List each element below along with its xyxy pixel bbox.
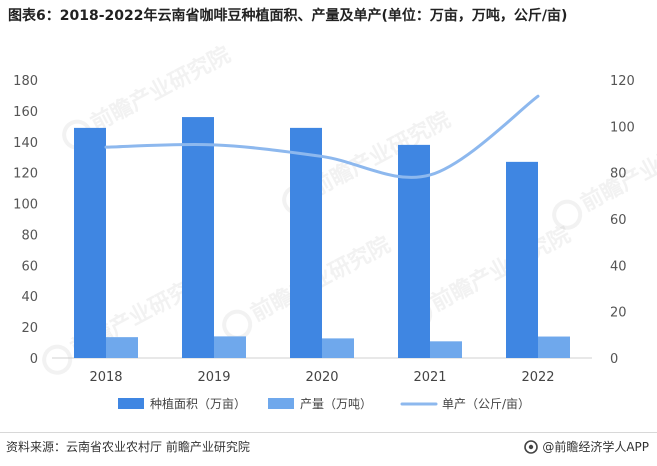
y-right-tick-label: 80 (610, 167, 627, 182)
legend-output-label: 产量（万吨） (300, 397, 372, 411)
y-left-tick-label: 160 (13, 105, 38, 120)
bar-area (290, 127, 322, 358)
footer-divider (0, 432, 657, 433)
watermark-text: 前瞻产业研究院 (307, 107, 455, 202)
legend-yield-label: 单产（公斤/亩） (442, 396, 530, 411)
watermark-logo-icon (222, 309, 253, 340)
y-left-tick-label: 140 (13, 136, 38, 151)
bar-area (182, 117, 214, 358)
bar-area (506, 161, 538, 358)
line-yield (104, 94, 540, 179)
brand-logo-icon (524, 439, 539, 454)
y-left-tick-label: 20 (21, 321, 38, 336)
y-left-tick-label: 40 (21, 290, 38, 305)
x-tick-label: 2018 (89, 370, 122, 385)
legend-output-swatch (268, 398, 294, 409)
bar-output (538, 336, 570, 358)
y-right-tick-label: 60 (610, 213, 627, 228)
y-right-tick-label: 40 (610, 259, 627, 274)
y-left-tick-label: 60 (21, 259, 38, 274)
watermark-text: 前瞻产业研究院 (427, 222, 575, 317)
watermark: 前瞻产业研究院 (552, 122, 657, 230)
y-right-tick-label: 20 (610, 306, 627, 321)
bar-output (322, 338, 354, 358)
y-left-tick-label: 180 (13, 74, 38, 89)
y-right-tick-label: 100 (610, 120, 635, 135)
x-tick-label: 2021 (413, 370, 446, 385)
legend-area-swatch (118, 398, 144, 409)
y-left-tick-label: 0 (30, 352, 38, 367)
y-left-tick-label: 100 (13, 198, 38, 213)
brand-label: @前瞻经济学人APP (524, 438, 649, 455)
y-left-tick-label: 120 (13, 167, 38, 182)
bar-area (74, 127, 106, 358)
source-note: 资料来源：云南省农业农村厅 前瞻产业研究院 (6, 440, 250, 454)
x-tick-label: 2022 (521, 370, 554, 385)
x-tick-label: 2019 (197, 370, 230, 385)
bar-output (430, 341, 462, 358)
y-right-tick-label: 120 (610, 74, 635, 89)
chart-canvas: 前瞻产业研究院前瞻产业研究院前瞻产业研究院前瞻产业研究院前瞻产业研究院前瞻产业研… (13, 42, 657, 411)
chart-title: 图表6：2018-2022年云南省咖啡豆种植面积、产量及单产(单位：万亩，万吨，… (8, 8, 568, 24)
bar-output (214, 336, 246, 358)
bar-area (398, 144, 430, 358)
y-right-tick-label: 0 (610, 352, 618, 367)
bar-output (106, 337, 138, 358)
legend-area-label: 种植面积（万亩） (150, 396, 246, 411)
brand-text: @前瞻经济学人APP (542, 440, 649, 454)
watermark-logo-icon (42, 344, 73, 375)
y-left-tick-label: 80 (21, 228, 38, 243)
watermark-logo-icon (552, 199, 583, 230)
x-tick-label: 2020 (305, 370, 338, 385)
